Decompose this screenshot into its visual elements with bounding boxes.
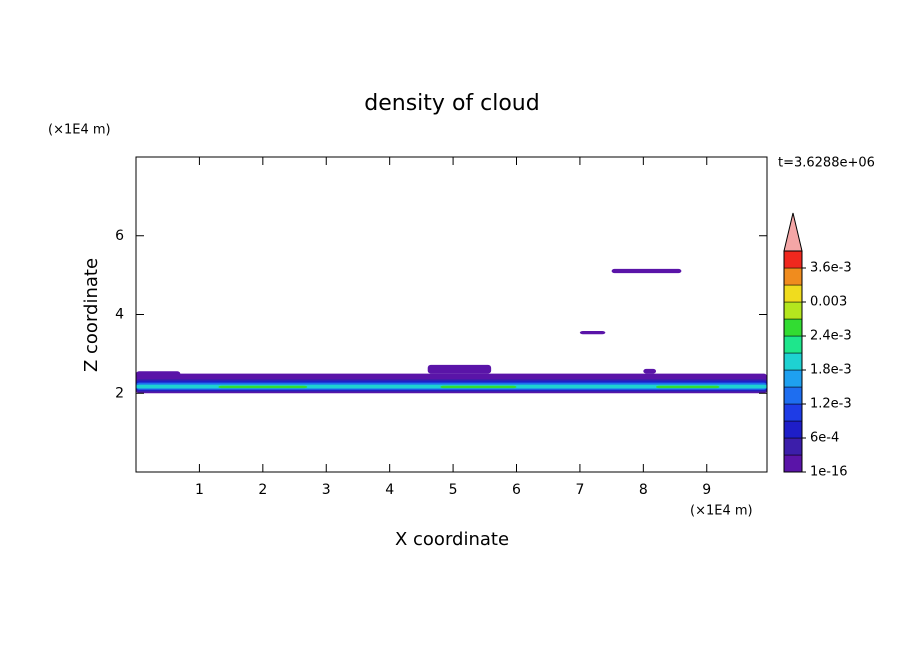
- colorbar-band: [783, 420, 803, 439]
- cloud-region: [136, 371, 181, 382]
- cloud-region: [440, 385, 517, 389]
- colorbar-band: [783, 454, 803, 473]
- colorbar-band: [783, 403, 803, 422]
- colorbar-tick-label: 1.2e-3: [810, 397, 852, 412]
- cloud-region: [218, 385, 308, 389]
- cloud-region: [643, 368, 657, 374]
- colorbar-band: [783, 267, 803, 286]
- colorbar-band: [783, 352, 803, 371]
- x-tick-label: 3: [322, 482, 331, 498]
- cloud-region: [611, 268, 682, 274]
- colorbar-tick-label: 1e-16: [810, 465, 848, 480]
- x-unit: (×1E4 m): [690, 504, 753, 519]
- y-tick-label: 6: [115, 228, 124, 244]
- colorbar-band: [783, 369, 803, 388]
- x-tick-label: 5: [449, 482, 458, 498]
- colorbar-band: [783, 250, 803, 269]
- plot-frame: [135, 156, 768, 473]
- x-tick-label: 6: [512, 482, 521, 498]
- x-tick-label: 1: [195, 482, 204, 498]
- time-annotation: t=3.6288e+06: [778, 156, 875, 171]
- colorbar-band: [783, 386, 803, 405]
- cloud-region: [427, 364, 492, 374]
- cloud-region: [656, 385, 720, 389]
- x-tick-label: 2: [258, 482, 267, 498]
- colorbar-band: [783, 318, 803, 337]
- colorbar-band: [783, 437, 803, 456]
- colorbar-band: [783, 284, 803, 303]
- colorbar-extend: [783, 212, 803, 252]
- y-unit: (×1E4 m): [48, 123, 111, 138]
- colorbar-tick-label: 6e-4: [810, 431, 839, 446]
- colorbar-band: [783, 335, 803, 354]
- colorbar-band: [783, 301, 803, 320]
- x-tick-label: 9: [702, 482, 711, 498]
- colorbar-tick-label: 0.003: [810, 295, 847, 310]
- cloud-region: [579, 331, 606, 335]
- y-tick-label: 4: [115, 307, 124, 323]
- chart-title: density of cloud: [364, 91, 539, 116]
- x-tick-label: 4: [385, 482, 394, 498]
- x-tick-label: 8: [639, 482, 648, 498]
- colorbar-frame: [783, 250, 803, 473]
- y-axis-label: Z coordinate: [81, 258, 102, 372]
- x-axis-label: X coordinate: [395, 529, 509, 550]
- colorbar-tick-label: 1.8e-3: [810, 363, 852, 378]
- y-tick-label: 2: [115, 385, 124, 401]
- colorbar-tick-label: 3.6e-3: [810, 261, 852, 276]
- colorbar-tick-label: 2.4e-3: [810, 329, 852, 344]
- x-tick-label: 7: [575, 482, 584, 498]
